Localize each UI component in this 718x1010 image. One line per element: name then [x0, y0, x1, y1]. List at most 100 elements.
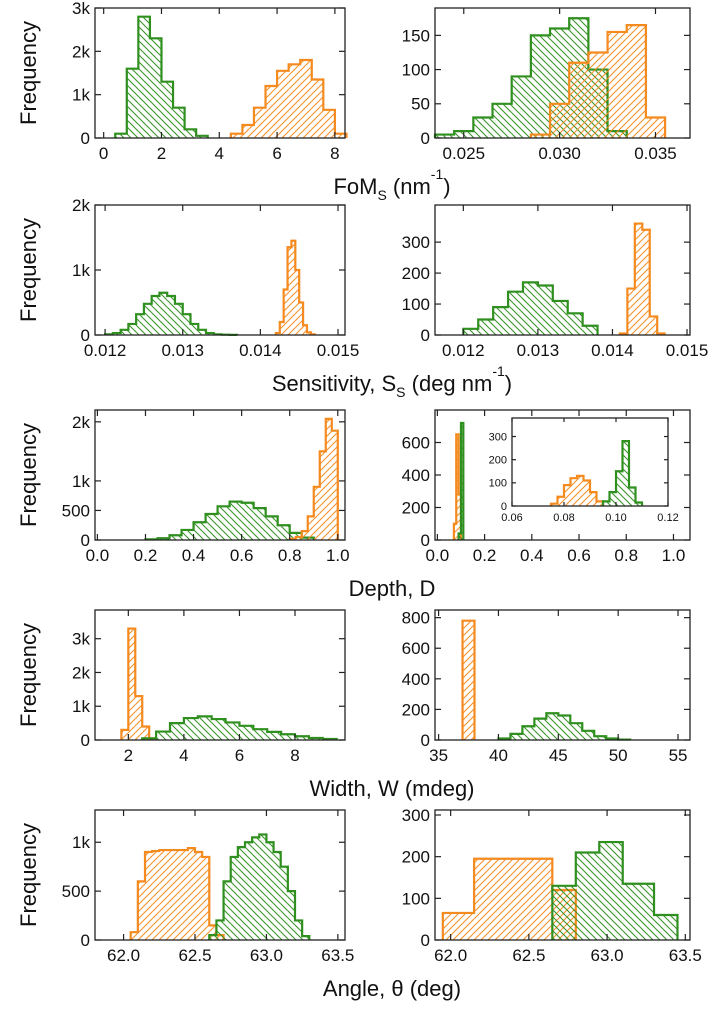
label-part: (deg nm	[406, 371, 493, 396]
bar	[198, 329, 207, 335]
bar	[193, 522, 206, 540]
x-tick-label: 40	[489, 746, 508, 765]
x-tick-label: 0.035	[634, 144, 677, 163]
bar	[211, 719, 226, 740]
bar	[582, 325, 598, 335]
bar	[552, 300, 568, 335]
plot-frame	[434, 7, 691, 139]
y-axis-label: Frequency	[16, 218, 41, 322]
bar	[265, 516, 278, 540]
bar	[325, 418, 332, 540]
bar	[167, 296, 175, 335]
x-tick-label: 0.12	[657, 512, 678, 524]
bar	[120, 329, 129, 335]
step-outline	[114, 15, 209, 138]
bar	[142, 726, 150, 740]
bar	[277, 525, 290, 540]
bar	[596, 501, 603, 506]
bar	[159, 292, 168, 335]
y-tick-label: 1k	[72, 697, 90, 716]
bar	[223, 881, 231, 940]
step-outline	[529, 24, 667, 138]
bar	[180, 850, 188, 940]
label-part: )	[443, 174, 450, 199]
bar	[174, 303, 183, 335]
histogram	[114, 15, 348, 139]
plot-frame	[94, 809, 346, 941]
bar	[478, 319, 494, 335]
label-part: Depth, D	[349, 576, 436, 601]
histogram	[120, 627, 338, 741]
bar	[253, 729, 268, 740]
label-part: (nm	[387, 174, 431, 199]
label-part: -1	[492, 363, 505, 379]
y-tick-label: 200	[402, 848, 430, 867]
histogram	[129, 833, 311, 940]
bar	[590, 492, 597, 506]
x-axis-label: Width, W (mdeg)	[309, 776, 474, 801]
bar	[552, 885, 576, 940]
bar	[143, 303, 152, 335]
x-tick-label: 1.0	[326, 546, 350, 565]
bar	[280, 866, 288, 940]
x-tick-label: 0.10	[605, 512, 626, 524]
bar	[570, 723, 583, 740]
bar	[121, 729, 129, 740]
bar	[645, 117, 666, 138]
bar	[626, 25, 646, 138]
bar	[259, 834, 267, 940]
y-tick-label: 1k	[72, 86, 90, 105]
x-tick-label: 0.015	[666, 341, 709, 360]
bar	[649, 316, 658, 335]
bar	[557, 496, 564, 506]
bar	[634, 223, 643, 335]
step-outline	[461, 619, 476, 740]
y-tick-label: 0	[421, 931, 430, 950]
plot-background	[95, 205, 345, 335]
y-tick-label: 0	[421, 129, 430, 148]
x-tick-label: 63.0	[250, 946, 283, 965]
bar	[442, 912, 475, 940]
x-tick-label: 1.0	[662, 546, 686, 565]
bar	[265, 86, 278, 138]
y-tick-label: 0	[81, 326, 90, 345]
bar	[564, 485, 571, 506]
bar	[508, 291, 523, 335]
histogram	[461, 619, 632, 741]
bar	[302, 936, 310, 940]
x-tick-label: 62.0	[107, 946, 140, 965]
x-tick-label: 4	[215, 144, 224, 163]
bar	[537, 285, 553, 335]
bar	[453, 523, 457, 540]
bar	[252, 837, 260, 940]
x-tick-label: 0.012	[84, 341, 127, 360]
step-outline	[549, 474, 605, 506]
x-tick-label: 8	[290, 746, 299, 765]
y-tick-label: 0	[421, 731, 430, 750]
plot-frame	[434, 609, 691, 741]
bar	[156, 731, 170, 740]
y-tick-label: 1k	[72, 261, 90, 280]
y-tick-label: 500	[62, 882, 90, 901]
bar	[209, 925, 217, 940]
bar	[209, 935, 217, 940]
bar	[182, 314, 191, 335]
x-tick-label: 62.5	[178, 946, 211, 965]
step-outline	[229, 58, 348, 138]
x-tick-label: 0.014	[239, 341, 282, 360]
y-axis-label: Frequency	[16, 623, 41, 727]
bar	[303, 325, 307, 335]
bar	[216, 920, 224, 940]
bar	[283, 289, 288, 335]
bar	[130, 932, 138, 940]
x-tick-label: 63.5	[669, 946, 702, 965]
bar	[313, 486, 320, 540]
y-tick-label: 0	[81, 531, 90, 550]
bar	[301, 531, 308, 540]
bar	[642, 229, 650, 335]
bar	[530, 134, 551, 138]
x-tick-label: 0.6	[567, 546, 591, 565]
y-tick-label: 2k	[72, 663, 90, 682]
bar	[622, 441, 629, 506]
plot-frame	[94, 609, 346, 741]
